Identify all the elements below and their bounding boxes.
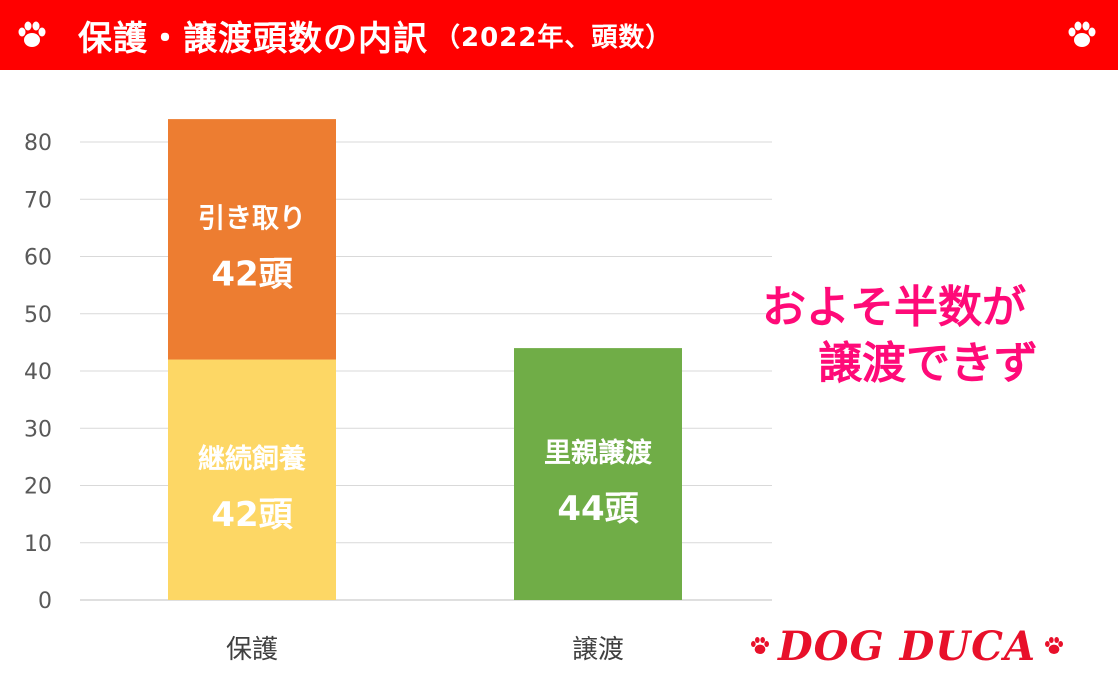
y-tick-label: 80 <box>24 131 52 156</box>
y-tick-label: 10 <box>24 532 52 557</box>
y-tick-label: 30 <box>24 417 52 442</box>
paw-icon <box>1045 637 1064 654</box>
y-tick-label: 50 <box>24 303 52 328</box>
header-banner: 保護・譲渡頭数の内訳 （2022年、頭数） <box>0 0 1118 70</box>
logo-text: DOG DUCA <box>777 622 1037 670</box>
data-label: 里親譲渡 <box>544 437 653 469</box>
title-main: 保護・譲渡頭数の内訳 <box>78 18 428 59</box>
y-tick-label: 0 <box>38 589 52 614</box>
paw-icon <box>1068 21 1096 47</box>
paw-icon <box>18 21 46 47</box>
bar-segment <box>168 119 336 360</box>
page-title: 保護・譲渡頭数の内訳 （2022年、頭数） <box>78 0 672 70</box>
annotation-line-1: およそ半数が <box>762 282 1026 333</box>
data-label: 引き取り <box>198 203 306 234</box>
y-tick-label: 70 <box>24 188 52 213</box>
y-tick-label: 40 <box>24 360 52 385</box>
y-tick-label: 20 <box>24 475 52 500</box>
bar-segment <box>168 359 336 600</box>
data-value-label: 42頭 <box>211 254 293 294</box>
bar-segment <box>514 348 682 600</box>
data-label: 継続飼養 <box>198 443 307 475</box>
title-subtitle: （2022年、頭数） <box>434 22 673 53</box>
brand-logo: DOG DUCA <box>722 614 1092 678</box>
data-value-label: 44頭 <box>557 489 639 529</box>
paw-icon <box>750 637 769 654</box>
y-tick-label: 60 <box>24 246 52 271</box>
annotation-line-2: 譲渡できず <box>818 338 1038 389</box>
data-value-label: 42頭 <box>211 495 293 535</box>
x-tick-label: 保護 <box>226 635 278 665</box>
x-tick-label: 譲渡 <box>572 635 624 665</box>
